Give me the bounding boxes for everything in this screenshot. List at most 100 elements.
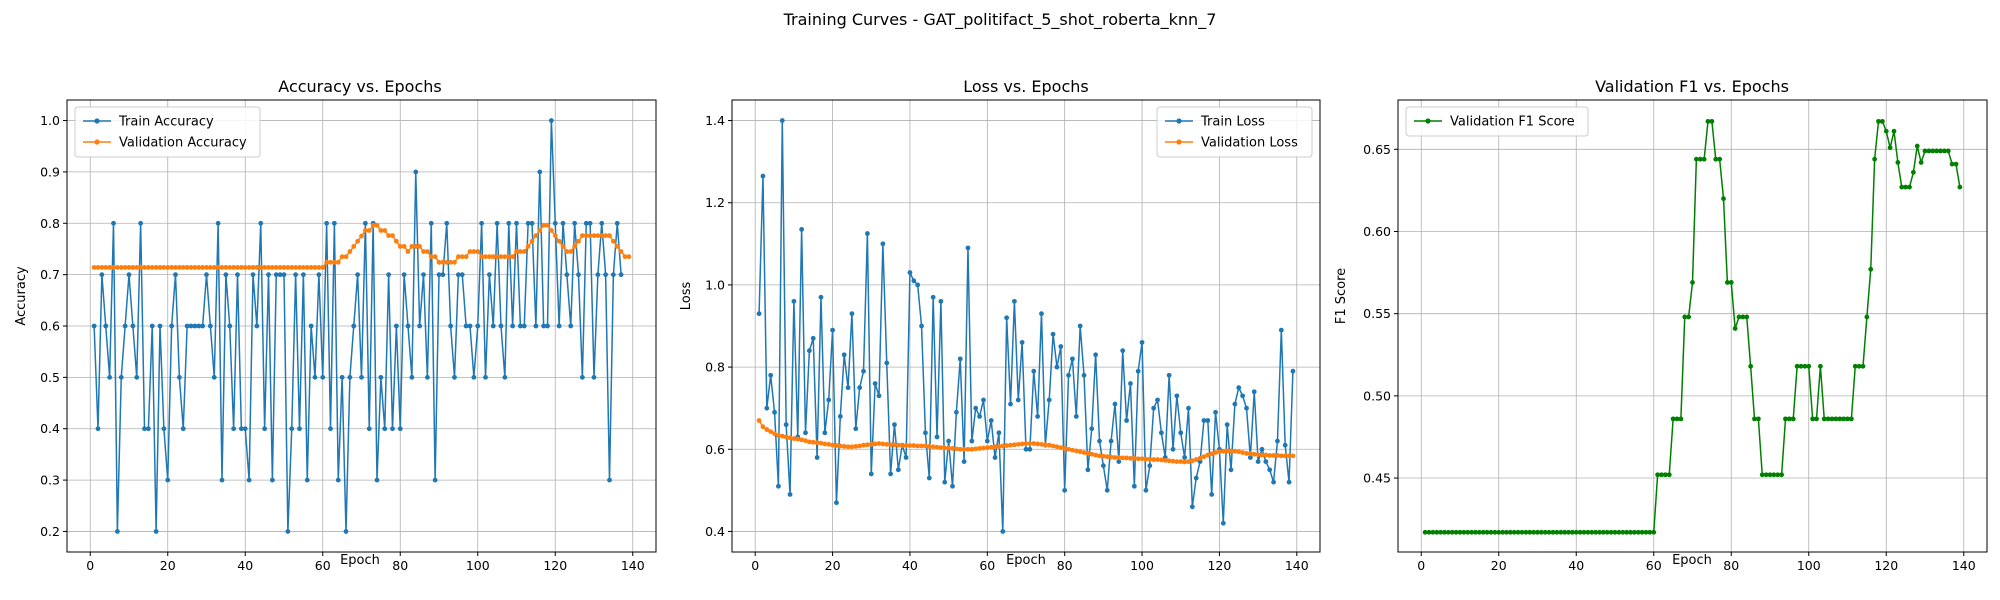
- f1-xtick-label: 80: [1723, 558, 1739, 573]
- loss-series-1-point: [756, 418, 762, 423]
- accuracy-series-0-point: [242, 426, 248, 432]
- accuracy-series-1-point: [111, 265, 116, 270]
- loss-series-0-point: [1282, 442, 1288, 448]
- loss-series-0-point: [1104, 487, 1110, 493]
- accuracy-series-0-point: [231, 426, 237, 432]
- loss-series-0-point: [876, 393, 882, 399]
- accuracy-legend: Train Accuracy Validation Accuracy: [74, 106, 261, 158]
- accuracy-series-0-point: [335, 477, 341, 483]
- f1-series-0-point: [1577, 529, 1583, 535]
- accuracy-series-1-point: [157, 265, 163, 270]
- f1-series-0-point: [1647, 529, 1653, 535]
- loss-series-0-point: [799, 227, 805, 232]
- loss-series-1-point: [814, 440, 820, 446]
- f1-ytick-label: 0.50: [1363, 388, 1391, 403]
- loss-series-1-point: [880, 441, 886, 447]
- loss-series-0-point: [892, 422, 897, 428]
- loss-ytick-label: 0.6: [705, 442, 725, 457]
- loss-series-0-point: [934, 434, 940, 440]
- loss-series-0-point: [1058, 344, 1064, 349]
- loss-series-0-point: [837, 414, 843, 419]
- accuracy-series-1-point: [126, 265, 132, 270]
- f1-series-0-point: [1879, 118, 1885, 124]
- f1-ytick-label: 0.65: [1363, 142, 1391, 157]
- loss-series-1-point: [853, 443, 859, 449]
- loss-series-0-point: [772, 409, 777, 415]
- loss-series-0-point: [1015, 397, 1021, 403]
- loss-series-1-point: [1282, 453, 1288, 459]
- loss-series-0-point: [853, 426, 859, 432]
- f1-series-0-point: [1569, 529, 1575, 535]
- accuracy-xtick-label: 120: [543, 558, 567, 573]
- loss-series-1-point: [1139, 456, 1145, 462]
- loss-series-1-point: [934, 444, 940, 450]
- loss-series-0-point: [857, 385, 863, 391]
- accuracy-series-1-point: [153, 265, 159, 270]
- loss-series-0-point: [965, 245, 971, 251]
- accuracy-panel-title: Accuracy vs. Epochs: [278, 77, 441, 96]
- f1-legend-box: [1405, 106, 1589, 137]
- f1-panel-xlabel: Epoch: [1672, 553, 1712, 568]
- accuracy-series-1-point: [378, 228, 384, 233]
- loss-series-1-point: [1220, 448, 1226, 454]
- loss-series-0-point: [1220, 520, 1226, 526]
- loss-series-0-point: [1236, 385, 1242, 391]
- loss-series-0-point: [969, 438, 975, 444]
- accuracy-series-0-point: [114, 529, 120, 534]
- accuracy-series-0-point: [591, 374, 597, 380]
- accuracy-series-0-point: [436, 272, 442, 278]
- accuracy-series-1-point: [552, 233, 558, 239]
- loss-series-0-point: [992, 455, 998, 460]
- accuracy-series-0-point: [215, 220, 221, 226]
- accuracy-series-1-point: [382, 228, 388, 233]
- accuracy-series-0-point: [455, 272, 461, 278]
- f1-series-0-point: [1887, 145, 1893, 151]
- loss-series-1-point: [946, 445, 952, 451]
- accuracy-series-1-point: [599, 233, 605, 239]
- loss-xtick-label: 60: [979, 558, 995, 573]
- accuracy-series-1-point: [343, 254, 349, 260]
- accuracy-series-0-point: [157, 323, 163, 329]
- loss-legend-box: [1156, 106, 1313, 158]
- accuracy-series-1-point: [215, 265, 221, 270]
- f1-series-0-point: [1496, 529, 1502, 535]
- accuracy-series-1-point: [161, 265, 167, 270]
- loss-series-0-point: [1019, 340, 1025, 345]
- accuracy-series-1-point: [235, 265, 240, 270]
- f1-series-0-point: [1930, 148, 1936, 154]
- loss-series-1-point: [1050, 443, 1056, 449]
- accuracy-series-1-point: [525, 243, 531, 249]
- f1-series-0-point: [1546, 529, 1552, 535]
- accuracy-series-1-point: [266, 265, 271, 270]
- loss-series-0-point: [911, 278, 917, 284]
- loss-series-0-point: [1224, 422, 1230, 428]
- loss-series-1-point: [895, 442, 901, 448]
- loss-series-1-point: [1166, 458, 1172, 464]
- loss-series-1-point: [760, 424, 766, 430]
- f1-series-0-point: [1910, 169, 1916, 175]
- accuracy-series-1-point: [603, 233, 609, 239]
- accuracy-series-1-point: [250, 265, 256, 270]
- accuracy-series-1-point: [262, 265, 268, 270]
- accuracy-series-0-point: [428, 220, 434, 226]
- loss-series-0-point: [1008, 401, 1013, 407]
- loss-series-1-point: [1263, 452, 1269, 458]
- accuracy-series-0-point: [165, 477, 171, 483]
- accuracy-series-0-point: [506, 220, 512, 226]
- accuracy-legend-label-0: Train Accuracy: [118, 115, 214, 130]
- loss-ytick-label: 0.8: [705, 360, 725, 375]
- loss-series-1-point: [1197, 455, 1203, 461]
- loss-series-0-point: [1201, 418, 1207, 423]
- loss-ytick-label: 0.4: [705, 524, 725, 539]
- f1-series-0-point: [1550, 529, 1556, 535]
- loss-series-0-point: [919, 323, 924, 329]
- loss-series-1-point: [1224, 448, 1230, 454]
- loss-xtick-label: 140: [1285, 558, 1309, 573]
- f1-xtick-label: 0: [1417, 558, 1425, 573]
- f1-series-0-point: [1523, 529, 1529, 535]
- accuracy-series-0-point: [184, 323, 190, 329]
- f1-series-0-point: [1872, 156, 1878, 162]
- accuracy-series-1-point: [277, 265, 283, 270]
- f1-series-0-point: [1426, 529, 1432, 535]
- accuracy-series-1-point: [103, 265, 109, 270]
